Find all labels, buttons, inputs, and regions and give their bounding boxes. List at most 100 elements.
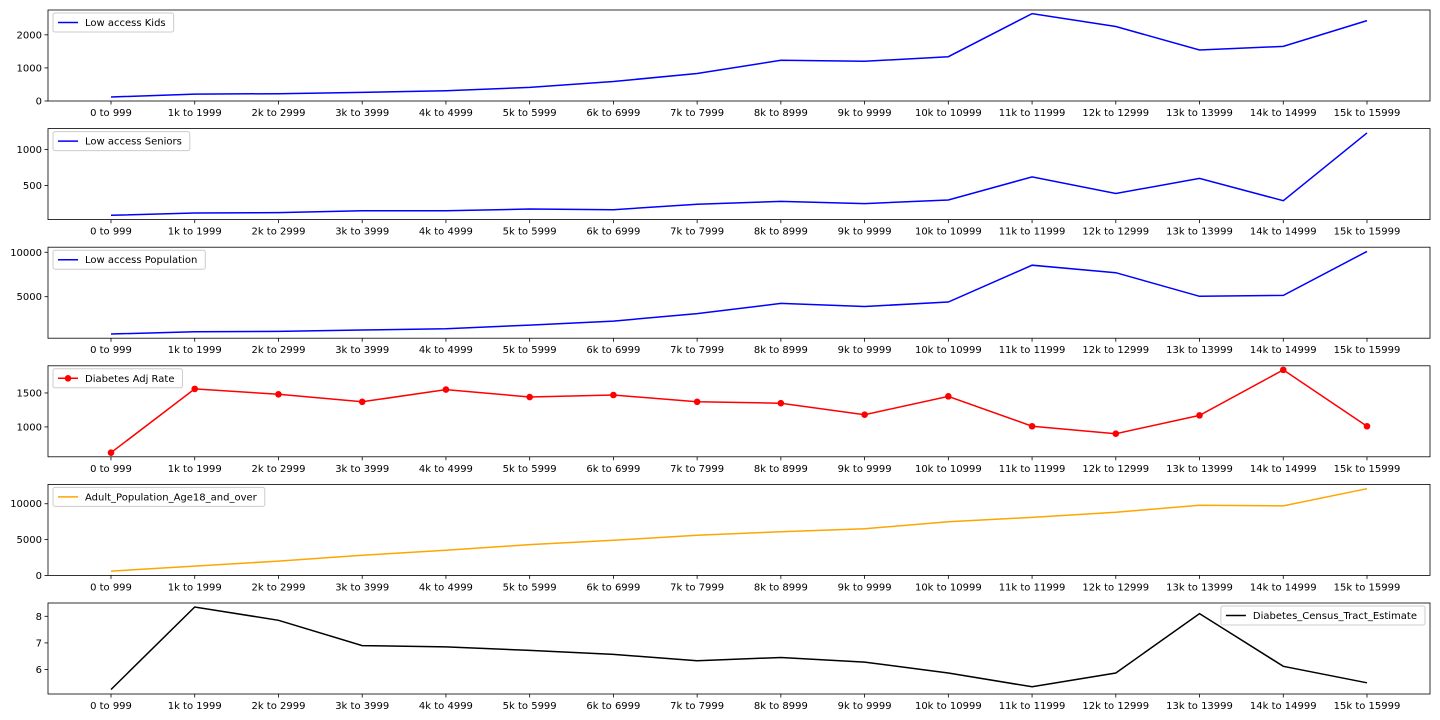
legend-label: Low access Seniors xyxy=(85,137,182,148)
x-tick-label: 13k to 13999 xyxy=(1166,345,1233,356)
x-tick-label: 12k to 12999 xyxy=(1082,108,1149,119)
x-tick-label: 7k to 7999 xyxy=(670,108,724,119)
legend: Adult_Population_Age18_and_over xyxy=(52,486,266,507)
x-tick-label: 9k to 9999 xyxy=(838,582,892,593)
x-tick-label: 3k to 3999 xyxy=(335,227,389,238)
x-tick-label: 13k to 13999 xyxy=(1166,701,1233,712)
x-tick-label: 2k to 2999 xyxy=(251,227,305,238)
data-point xyxy=(945,393,952,400)
x-tick-label: 0 to 999 xyxy=(90,464,132,475)
y-tick-label: 1000 xyxy=(17,145,42,156)
subplot-1: 0 to 999 1k to 1999 2k to 2999 3k to 3999 4k… xyxy=(17,9,1431,119)
series-line xyxy=(110,606,1368,691)
x-tick-label: 5k to 5999 xyxy=(503,108,557,119)
y-tick-label: 1000 xyxy=(17,63,42,74)
data-point xyxy=(442,386,450,393)
y-tick-label: 1000 xyxy=(17,422,42,433)
x-tick-label: 14k to 14999 xyxy=(1250,227,1317,238)
x-tick-label: 6k to 6999 xyxy=(586,582,640,593)
y-tick-label: 10000 xyxy=(10,499,42,510)
x-tick-label: 12k to 12999 xyxy=(1082,345,1149,356)
x-tick-label: 3k to 3999 xyxy=(335,701,389,712)
legend: Diabetes_Census_Tract_Estimate xyxy=(1220,605,1426,626)
x-tick-label: 10k to 10999 xyxy=(915,582,982,593)
x-tick-label: 0 to 999 xyxy=(90,227,132,238)
y-tick-label: 5000 xyxy=(17,292,42,303)
series-line xyxy=(110,369,1368,454)
x-tick-label: 14k to 14999 xyxy=(1250,345,1317,356)
y-tick-label: 0 xyxy=(36,97,42,108)
x-tick-label: 14k to 14999 xyxy=(1250,464,1317,475)
axes-frame xyxy=(47,128,1431,221)
y-tick-label: 7 xyxy=(36,638,42,649)
x-tick-label: 13k to 13999 xyxy=(1166,582,1233,593)
y-tick-label: 10000 xyxy=(10,248,42,259)
x-tick-label: 4k to 4999 xyxy=(419,345,473,356)
x-tick-label: 1k to 1999 xyxy=(168,227,222,238)
series-line xyxy=(110,12,1368,98)
x-tick-label: 9k to 9999 xyxy=(838,464,892,475)
data-point xyxy=(358,398,366,406)
x-tick-label: 5k to 5999 xyxy=(503,582,557,593)
x-tick-label: 6k to 6999 xyxy=(586,464,640,475)
x-tick-label: 11k to 11999 xyxy=(999,108,1066,119)
x-tick-label: 5k to 5999 xyxy=(503,345,557,356)
data-point xyxy=(693,398,701,406)
axes-frame xyxy=(47,483,1431,576)
x-tick-label: 8k to 8999 xyxy=(754,345,808,356)
legend: Diabetes Adj Rate xyxy=(52,368,183,389)
x-tick-label: 15k to 15999 xyxy=(1334,701,1401,712)
data-point xyxy=(610,391,617,399)
x-tick-label: 7k to 7999 xyxy=(670,701,724,712)
legend-box xyxy=(52,131,191,152)
x-tick-label: 7k to 7999 xyxy=(670,227,724,238)
x-tick-label: 13k to 13999 xyxy=(1166,227,1233,238)
x-tick-label: 2k to 2999 xyxy=(251,701,305,712)
x-tick-label: 10k to 10999 xyxy=(915,108,982,119)
x-tick-label: 11k to 11999 xyxy=(999,464,1066,475)
x-tick-label: 5k to 5999 xyxy=(503,227,557,238)
x-tick-label: 10k to 10999 xyxy=(915,345,982,356)
x-tick-label: 13k to 13999 xyxy=(1166,108,1233,119)
data-point xyxy=(1112,430,1120,438)
legend-box xyxy=(52,249,206,270)
legend-box xyxy=(52,12,175,33)
x-tick-label: 7k to 7999 xyxy=(670,464,724,475)
x-tick-label: 0 to 999 xyxy=(90,582,132,593)
data-point xyxy=(275,391,282,398)
x-tick-label: 14k to 14999 xyxy=(1250,582,1317,593)
axes-frame xyxy=(47,9,1431,102)
data-point xyxy=(107,449,115,457)
x-tick-label: 9k to 9999 xyxy=(838,227,892,238)
x-tick-label: 8k to 8999 xyxy=(754,464,808,475)
x-tick-label: 11k to 11999 xyxy=(999,345,1066,356)
legend-label: Diabetes Adj Rate xyxy=(85,374,174,385)
x-tick-label: 2k to 2999 xyxy=(251,345,305,356)
series-line xyxy=(110,487,1368,572)
x-tick-label: 2k to 2999 xyxy=(251,582,305,593)
x-tick-label: 9k to 9999 xyxy=(838,701,892,712)
x-tick-label: 11k to 11999 xyxy=(999,227,1066,238)
x-tick-label: 8k to 8999 xyxy=(754,227,808,238)
x-tick-label: 10k to 10999 xyxy=(915,227,982,238)
subplot-2: 0 to 999 1k to 1999 2k to 2999 3k to 3999 4k… xyxy=(17,128,1431,238)
legend: Low access Population xyxy=(52,249,206,270)
x-tick-label: 14k to 14999 xyxy=(1250,701,1317,712)
legend-box xyxy=(52,486,266,507)
x-tick-label: 4k to 4999 xyxy=(419,108,473,119)
x-tick-label: 7k to 7999 xyxy=(670,582,724,593)
x-tick-label: 6k to 6999 xyxy=(586,701,640,712)
x-tick-label: 15k to 15999 xyxy=(1334,227,1401,238)
x-tick-label: 12k to 12999 xyxy=(1082,227,1149,238)
x-tick-label: 0 to 999 xyxy=(90,701,132,712)
axes-frame xyxy=(47,246,1431,339)
x-tick-label: 1k to 1999 xyxy=(168,701,222,712)
x-tick-label: 1k to 1999 xyxy=(168,582,222,593)
x-tick-label: 8k to 8999 xyxy=(754,701,808,712)
y-tick-label: 6 xyxy=(36,665,42,676)
y-tick-label: 1500 xyxy=(17,388,42,399)
data-point xyxy=(526,393,533,401)
x-tick-label: 14k to 14999 xyxy=(1250,108,1317,119)
x-tick-label: 6k to 6999 xyxy=(586,345,640,356)
